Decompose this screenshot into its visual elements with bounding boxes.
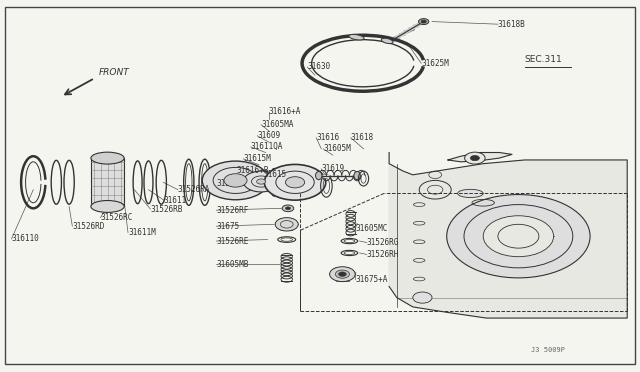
Circle shape <box>413 292 432 303</box>
Ellipse shape <box>349 35 364 40</box>
Text: 31618B: 31618B <box>498 20 525 29</box>
Text: 31675: 31675 <box>216 222 239 231</box>
Text: 31630: 31630 <box>307 62 330 71</box>
Text: 31609: 31609 <box>257 131 280 140</box>
Text: 31625M: 31625M <box>421 59 449 68</box>
Text: 31526RD: 31526RD <box>72 222 105 231</box>
Text: 31526R: 31526R <box>216 179 244 188</box>
Text: 31526RF: 31526RF <box>216 206 249 215</box>
Text: 31526RC: 31526RC <box>100 213 133 222</box>
Bar <box>91 158 124 206</box>
Text: 31615: 31615 <box>264 170 287 179</box>
Text: 31616+A: 31616+A <box>269 107 301 116</box>
Text: 31526RA: 31526RA <box>178 185 211 194</box>
Ellipse shape <box>91 201 124 212</box>
Text: 31605M: 31605M <box>323 144 351 153</box>
Circle shape <box>264 164 326 200</box>
Circle shape <box>257 179 266 184</box>
Ellipse shape <box>91 152 124 164</box>
Ellipse shape <box>458 189 483 198</box>
Circle shape <box>419 19 429 25</box>
Text: 31526RB: 31526RB <box>150 205 183 214</box>
Text: FRONT: FRONT <box>99 68 130 77</box>
Text: 31611QA: 31611QA <box>251 142 284 151</box>
Text: 31611: 31611 <box>164 196 187 205</box>
Text: 31611M: 31611M <box>128 228 156 237</box>
Text: 31526RH: 31526RH <box>367 250 399 259</box>
Circle shape <box>483 216 554 257</box>
Text: 31526RE: 31526RE <box>216 237 249 246</box>
Circle shape <box>282 205 294 212</box>
Circle shape <box>421 20 426 23</box>
Circle shape <box>335 270 349 278</box>
Circle shape <box>202 161 269 200</box>
Ellipse shape <box>354 171 360 180</box>
Circle shape <box>470 155 479 161</box>
Text: J3 5009P: J3 5009P <box>531 347 565 353</box>
Text: 31618: 31618 <box>351 133 374 142</box>
Circle shape <box>224 174 247 187</box>
Circle shape <box>285 177 305 188</box>
Ellipse shape <box>316 171 322 180</box>
Circle shape <box>339 272 346 276</box>
Polygon shape <box>448 153 512 162</box>
Circle shape <box>275 218 298 231</box>
Circle shape <box>447 195 590 278</box>
Ellipse shape <box>381 38 393 44</box>
Text: 31615M: 31615M <box>243 154 271 163</box>
Text: 31605MB: 31605MB <box>216 260 249 269</box>
Text: 316110: 316110 <box>12 234 39 243</box>
Text: 31675+A: 31675+A <box>355 275 388 284</box>
Polygon shape <box>389 153 627 318</box>
Circle shape <box>285 207 291 210</box>
Circle shape <box>465 152 485 164</box>
Circle shape <box>330 267 355 282</box>
Text: 31616: 31616 <box>316 133 339 142</box>
Circle shape <box>243 171 279 192</box>
Circle shape <box>419 180 451 199</box>
Text: 31605MA: 31605MA <box>261 120 294 129</box>
Text: 31619: 31619 <box>321 164 344 173</box>
Text: SEC.311: SEC.311 <box>525 55 563 64</box>
Text: 31605MC: 31605MC <box>355 224 388 233</box>
Text: 31616+B: 31616+B <box>237 166 269 174</box>
Text: 31526RG: 31526RG <box>367 238 399 247</box>
